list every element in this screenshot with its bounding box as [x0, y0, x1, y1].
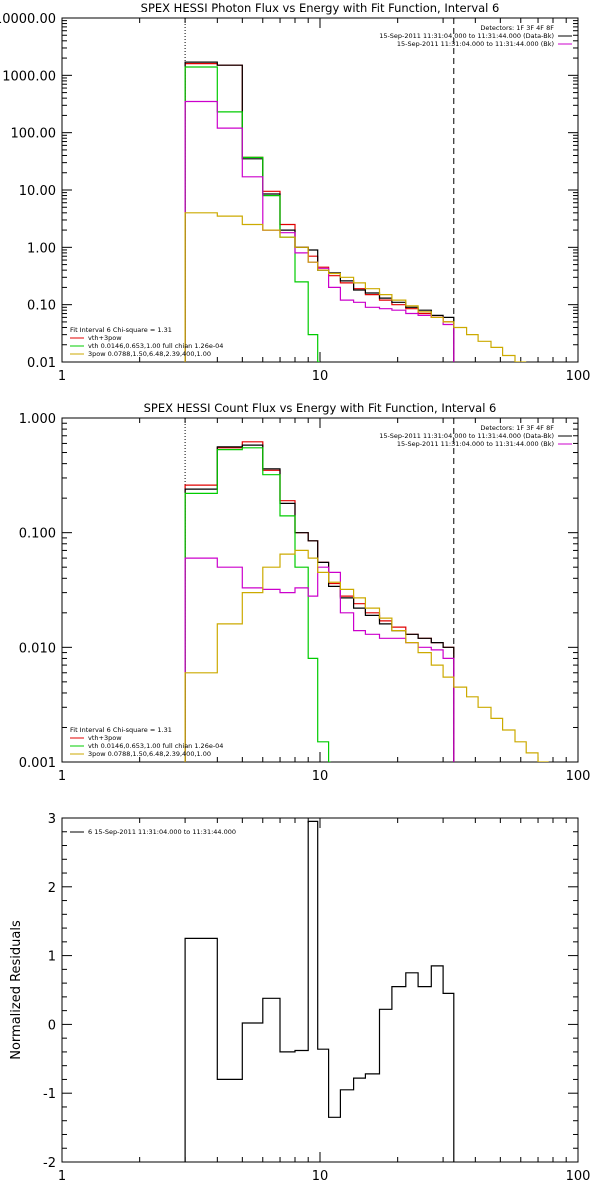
y-tick-label: 1000.00 [2, 69, 56, 84]
series-line-1 [184, 63, 455, 362]
y-tick-label: 1.000 [19, 412, 56, 427]
chart-panel-2: SPEX HESSI Count Flux vs Energy with Fit… [19, 401, 591, 784]
legend-entry: vth+3pow [88, 734, 122, 742]
y-tick-label: 2 [48, 881, 56, 896]
legend-entry: 15-Sep-2011 11:31:04.000 to 11:31:44.000… [379, 432, 554, 440]
legend-entry: Fit Interval 6 Chi-square = 1.31 [70, 326, 172, 334]
x-tick-label: 1 [58, 369, 66, 384]
series-line-2 [184, 61, 455, 362]
plot-frame [61, 417, 579, 763]
x-tick-label: 1 [58, 1169, 66, 1184]
series-line-5 [184, 549, 549, 762]
y-tick-label: 0.10 [27, 299, 56, 314]
legend-entry: 15-Sep-2011 11:31:04.000 to 11:31:44.000… [379, 32, 554, 40]
series-line-3 [184, 66, 320, 362]
x-tick-label: 100 [566, 1169, 591, 1184]
y-tick-label: 1 [48, 950, 56, 965]
legend-entry: Fit Interval 6 Chi-square = 1.31 [70, 726, 172, 734]
x-tick-label: 10 [312, 1169, 329, 1184]
y-axis-label: Normalized Residuals [9, 920, 24, 1060]
x-tick-label: 100 [566, 769, 591, 784]
y-tick-label: 100.00 [11, 127, 57, 142]
y-tick-label: 0 [48, 1018, 56, 1033]
legend-entry: 15-Sep-2011 11:31:04.000 to 11:31:44.000… [397, 40, 554, 48]
y-tick-label: 0.001 [19, 756, 56, 771]
y-tick-label: 10000.00 [0, 12, 56, 27]
x-tick-label: 10 [312, 369, 329, 384]
y-tick-label: 0.010 [19, 641, 56, 656]
series-line-1 [184, 820, 455, 1162]
plot-frame [61, 817, 579, 1163]
y-tick-label: 3 [48, 812, 56, 827]
y-tick-label: -1 [43, 1087, 56, 1102]
y-tick-label: 10.00 [19, 184, 56, 199]
chart-panel-1: SPEX HESSI Photon Flux vs Energy with Fi… [0, 1, 590, 384]
x-tick-label: 100 [566, 369, 591, 384]
series-line-4 [184, 100, 455, 362]
chart-title: SPEX HESSI Photon Flux vs Energy with Fi… [141, 1, 500, 15]
legend-entry: Detectors: 1F 3F 4F 8F [480, 24, 554, 32]
plot-frame [61, 17, 579, 363]
x-tick-label: 1 [58, 769, 66, 784]
y-tick-label: 0.01 [27, 356, 56, 371]
series-line-1 [184, 441, 455, 762]
legend-entry: vth 0.0146,0.653,1.00 full chian 1.26e-0… [88, 742, 223, 750]
legend-entry: 3pow 0.0788,1.50,6.48,2.39,400,1.00 [88, 750, 211, 758]
y-tick-label: 1.00 [27, 241, 56, 256]
legend-entry: 3pow 0.0788,1.50,6.48,2.39,400,1.00 [88, 350, 211, 358]
series-line-3 [184, 447, 331, 762]
chart-title: SPEX HESSI Count Flux vs Energy with Fit… [144, 401, 497, 415]
x-tick-label: 10 [312, 769, 329, 784]
y-tick-label: -2 [43, 1156, 56, 1171]
series-line-4 [184, 557, 455, 762]
series-line-5 [184, 212, 527, 362]
legend-entry: 15-Sep-2011 11:31:04.000 to 11:31:44.000… [397, 440, 554, 448]
series-line-2 [184, 444, 455, 762]
y-tick-label: 0.100 [19, 527, 56, 542]
legend-entry: Detectors: 1F 3F 4F 8F [480, 424, 554, 432]
legend-entry: vth+3pow [88, 334, 122, 342]
legend-entry: vth 0.0146,0.653,1.00 full chian 1.26e-0… [88, 342, 223, 350]
legend-entry: 6 15-Sep-2011 11:31:04.000 to 11:31:44.0… [88, 828, 236, 836]
